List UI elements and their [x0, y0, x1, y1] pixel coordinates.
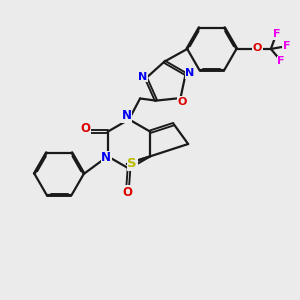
- Text: N: N: [138, 72, 147, 82]
- Text: O: O: [253, 44, 262, 53]
- Text: F: F: [278, 56, 285, 66]
- Text: O: O: [122, 186, 133, 199]
- Text: O: O: [177, 97, 187, 107]
- Text: S: S: [128, 158, 137, 170]
- Text: N: N: [122, 109, 132, 122]
- Text: F: F: [283, 41, 290, 51]
- Text: N: N: [101, 151, 111, 164]
- Text: O: O: [80, 122, 90, 135]
- Text: N: N: [185, 68, 195, 78]
- Text: F: F: [273, 29, 280, 39]
